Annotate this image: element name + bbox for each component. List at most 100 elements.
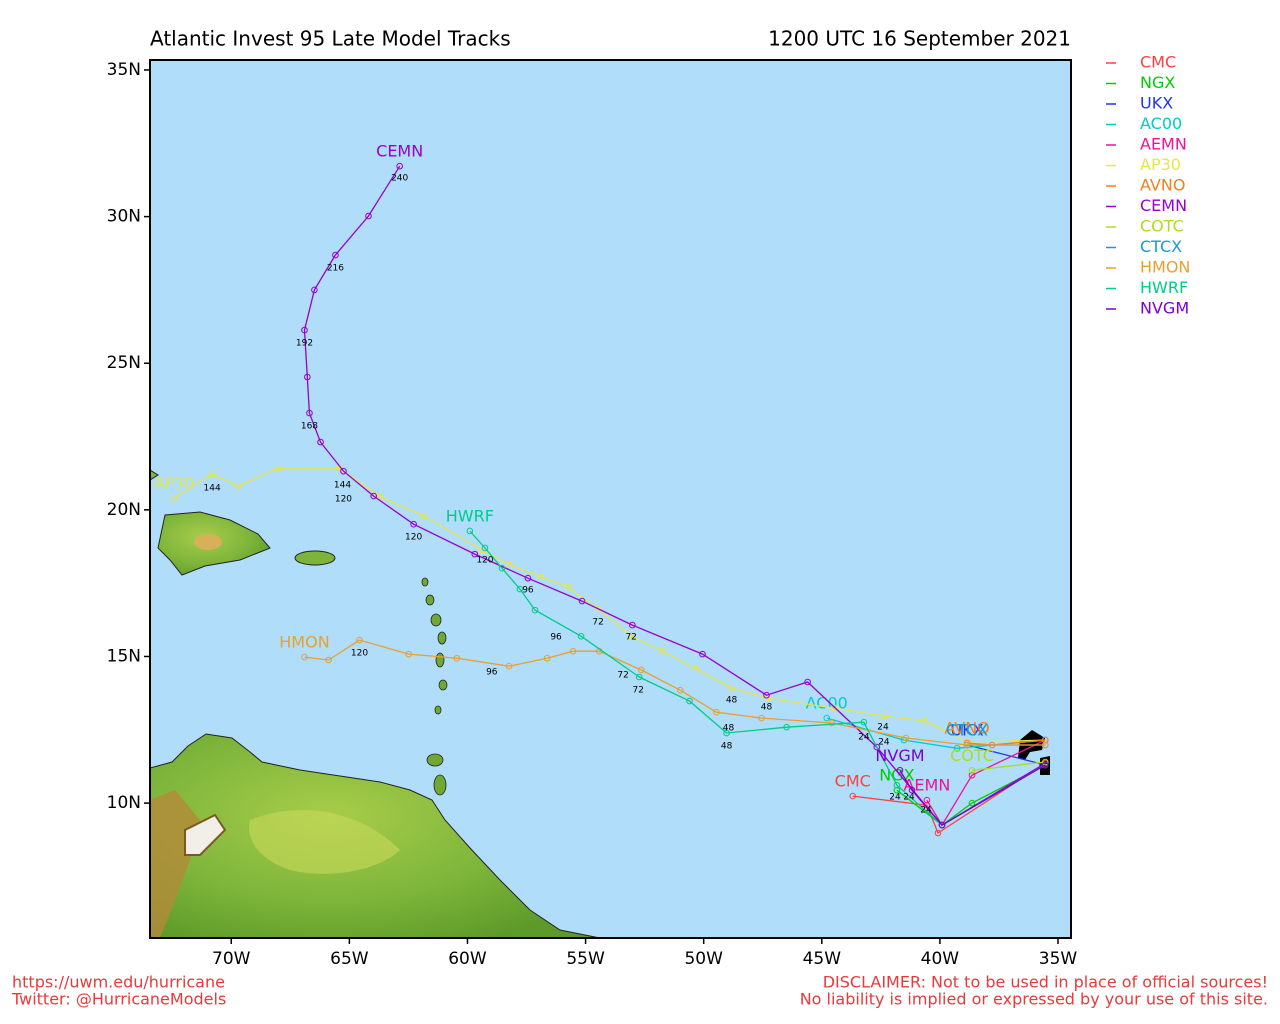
model-track (926, 739, 1046, 827)
track-point (1041, 758, 1049, 766)
track-point (317, 438, 324, 446)
x-tick-label: 35W (1039, 949, 1078, 969)
forecast-hour: 48 (721, 742, 733, 752)
puerto-rico (294, 550, 336, 566)
track-point (659, 647, 666, 655)
track-point (170, 494, 178, 502)
track-end-label: UKX (950, 721, 983, 740)
track-point (537, 573, 545, 581)
track-point (963, 741, 971, 749)
x-tick-label: 50W (684, 949, 723, 969)
footer-disclaimer: DISCLAIMER: Not to be used in place of o… (823, 973, 1268, 992)
y-tick-label: 25N (107, 353, 141, 373)
model-track (971, 761, 1046, 771)
track-point (481, 544, 489, 552)
hispaniola-highland (194, 534, 222, 550)
forecast-hour: 24 (920, 806, 932, 816)
track-end-label: CMC (835, 772, 871, 791)
track-end-label: HWRF (446, 506, 494, 525)
forecast-hour: 72 (633, 686, 644, 696)
legend-label: NVGM (1140, 299, 1189, 318)
forecast-hour: 120 (335, 495, 352, 505)
y-tick-label: 30N (107, 207, 141, 227)
track-point (938, 821, 946, 829)
track-point (880, 712, 888, 720)
track-point (577, 632, 585, 640)
track-point (396, 162, 403, 170)
track-point (365, 212, 372, 220)
forecast-hour: 24 (878, 738, 890, 748)
track-point (968, 766, 976, 774)
tracks: CMC NGXUKXAC00AEMNAP30AVNOCEMNCOTCCTCXHMO… (154, 142, 1049, 837)
track-point (524, 574, 532, 582)
track-point (1041, 761, 1049, 769)
track-point (823, 714, 831, 722)
model-track (852, 762, 1046, 834)
forecast-hour: 120 (351, 648, 368, 658)
forecast-hour: 240 (391, 173, 408, 183)
track-point (301, 653, 308, 661)
track-point (902, 734, 910, 742)
forecast-hour: 216 (327, 263, 344, 273)
y-tick-label: 20N (107, 500, 141, 520)
track-point (968, 799, 976, 807)
forecast-hour: 192 (296, 338, 313, 348)
track-point (908, 786, 916, 794)
track-point (921, 717, 929, 725)
forecast-hour: 24 (858, 733, 870, 743)
track-point (356, 636, 363, 644)
track-point (635, 673, 643, 681)
forecast-hour: 72 (625, 633, 636, 643)
forecast-hour: 72 (617, 671, 628, 681)
model-track (966, 744, 1046, 766)
legend-label: AVNO (1140, 176, 1185, 195)
forecast-hour: 24 (877, 723, 889, 733)
track-point (713, 708, 720, 716)
legend-label: AEMN (1140, 135, 1187, 154)
track-point (804, 678, 811, 686)
track-point (699, 650, 706, 658)
track-point (405, 650, 412, 658)
legend-label: HMON (1140, 258, 1190, 277)
track-point (723, 729, 730, 737)
track-point (543, 654, 551, 662)
track-point (325, 656, 332, 664)
legend-label: HWRF (1140, 278, 1188, 297)
map-frame (149, 59, 1072, 939)
track-point (953, 744, 961, 752)
y-tick-label: 35N (107, 60, 141, 80)
model-track (469, 530, 1046, 826)
plateau (249, 810, 400, 874)
track-point (208, 470, 216, 478)
track-point (578, 597, 586, 605)
chart-subtitle: 1200 UTC 16 September 2021 (768, 27, 1071, 51)
track-point (505, 662, 513, 670)
track-end-label: NVGM (875, 746, 924, 765)
track-point (311, 286, 318, 294)
forecast-hour: 48 (726, 696, 738, 706)
footer-url: https://uwm.edu/hurricane (12, 973, 225, 992)
lake (184, 813, 227, 856)
track-point (304, 373, 311, 381)
track-point (531, 606, 539, 614)
legend-label: COTC (1140, 217, 1184, 236)
track-point (758, 714, 765, 722)
track-point (1041, 736, 1049, 744)
track-point (896, 766, 904, 774)
track-point (594, 605, 602, 613)
track-point (498, 564, 506, 572)
track-point (828, 719, 836, 727)
andes (150, 790, 200, 938)
legend-label: UKX (1140, 94, 1173, 113)
track-end-label: COTC (950, 746, 994, 765)
track-point (873, 743, 881, 751)
legend-label: CEMN (1140, 196, 1187, 215)
track-point (893, 786, 901, 794)
legend-label: CTCX (1140, 237, 1182, 256)
footer-liability: No liability is implied or expressed by … (800, 990, 1268, 1009)
track-point (306, 409, 313, 417)
track-point (420, 512, 428, 520)
track-point (466, 527, 474, 535)
forecast-hour: 48 (723, 724, 735, 734)
